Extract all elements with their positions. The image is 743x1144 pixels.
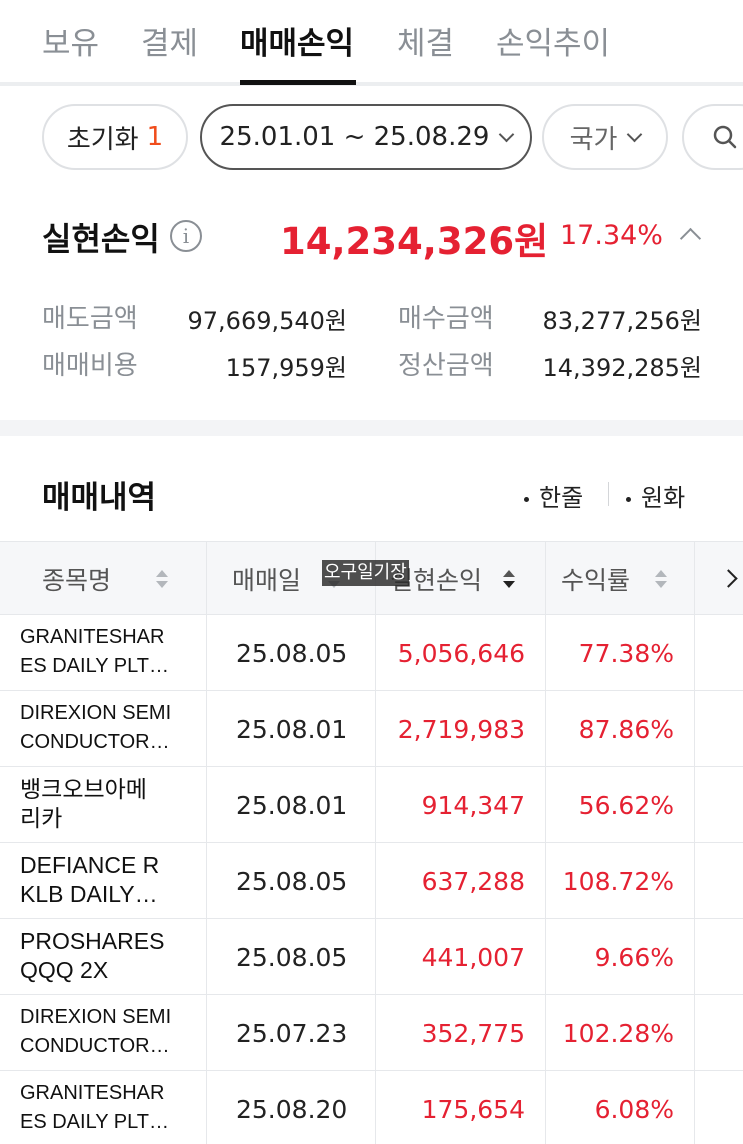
date-range-value: 25.01.01 ~ 25.08.29 [219,122,490,152]
stock-name: DEFIANCE R KLB DAILY… [20,852,160,907]
chevron-up-icon[interactable] [679,227,702,250]
realized-pnl-title: 실현손익 [42,220,160,258]
trade-date: 25.08.05 [236,639,348,668]
column-label: 수익률 [561,566,631,595]
reset-filter-button[interactable]: 초기화 1 [42,104,188,170]
stock-name: 뱅크오브아메 리카 [20,776,147,831]
tab-pnl-trend[interactable]: 손익추이 [496,26,611,62]
realized-pnl: 5,056,646 [397,639,525,668]
return-rate: 87.86% [578,715,674,744]
fee-label: 매매비용 [42,351,138,381]
country-select[interactable]: 국가 [542,104,668,170]
search-button[interactable] [682,104,743,170]
realized-pnl: 175,654 [421,1095,525,1124]
bullet-icon [626,496,631,502]
return-rate: 77.38% [578,639,674,668]
chevron-right-icon[interactable] [719,569,738,588]
trade-date: 25.08.01 [236,791,348,820]
realized-pnl: 914,347 [421,791,525,820]
table-row[interactable]: GRANITESHAR ES DAILY PLT… 25.08.20 175,65… [0,1071,743,1144]
country-label: 국가 [569,124,618,155]
fee-value: 157,959원 [225,354,347,382]
table-row[interactable]: GRANITESHAR ES DAILY PLT… 25.08.05 5,056,… [0,615,743,691]
column-header-realized-pnl[interactable]: 실현손익 [390,542,516,616]
tab-holdings[interactable]: 보유 [42,26,100,62]
toggle-divider [608,482,609,506]
krw-toggle[interactable]: 원화 [626,478,685,513]
realized-pnl: 637,288 [421,867,525,896]
realized-pnl: 441,007 [421,943,525,972]
chevron-down-icon [499,126,515,142]
return-rate: 9.66% [594,943,674,972]
chevron-down-icon [627,126,643,142]
date-range-select[interactable]: 25.01.01 ~ 25.08.29 [200,104,532,170]
search-icon [713,125,737,149]
table-row[interactable]: PROSHARES QQQ 2X 25.08.05 441,007 9.66% [0,919,743,995]
sort-icon [155,568,169,590]
reset-label: 초기화 [66,124,139,155]
one-line-toggle[interactable]: 한줄 [524,478,583,513]
sort-icon [654,568,668,590]
trade-date: 25.08.01 [236,715,348,744]
trade-history-title: 매매내역 [42,480,157,516]
bullet-icon [524,496,529,502]
trade-date: 25.08.20 [236,1095,348,1124]
reset-count-badge: 1 [146,122,164,152]
table-row[interactable]: DIREXION SEMI CONDUCTOR… 25.08.01 2,719,9… [0,691,743,767]
return-rate: 108.72% [562,867,674,896]
table-row[interactable]: DEFIANCE R KLB DAILY… 25.08.05 637,288 10… [0,843,743,919]
stock-name: GRANITESHAR ES DAILY PLT… [20,626,169,677]
buy-amount-value: 83,277,256원 [542,307,703,335]
krw-label: 원화 [641,484,686,512]
tab-settlement[interactable]: 결제 [141,26,199,62]
return-rate: 6.08% [594,1095,674,1124]
trade-date: 25.08.05 [236,867,348,896]
column-label: 매매일 [232,566,302,595]
realized-pnl: 2,719,983 [397,715,525,744]
stock-name: PROSHARES QQQ 2X [20,928,165,983]
sort-desc-icon [502,568,516,590]
table-row[interactable]: 뱅크오브아메 리카 25.08.01 914,347 56.62% [0,767,743,843]
settlement-value: 14,392,285원 [542,354,703,382]
info-icon[interactable]: i [170,220,202,252]
section-divider [0,420,743,436]
stock-name: DIREXION SEMI CONDUCTOR… [20,1006,172,1057]
tab-bar: 보유 결제 매매손익 체결 손익추이 [0,0,743,86]
column-header-name[interactable]: 종목명 [42,542,169,616]
stock-name: GRANITESHAR ES DAILY PLT… [20,1082,169,1133]
realized-pnl-amount: 14,234,326원 [280,220,549,263]
active-tab-indicator [240,80,356,85]
trade-date: 25.08.05 [236,943,348,972]
watermark: 오구일기장 [322,560,409,586]
table-row[interactable]: DIREXION SEMI CONDUCTOR… 25.07.23 352,775… [0,995,743,1071]
column-header-return-rate[interactable]: 수익률 [561,542,668,616]
settlement-label: 정산금액 [398,351,494,381]
column-label: 종목명 [42,566,112,595]
stock-name: DIREXION SEMI CONDUCTOR… [20,702,172,753]
tab-realized-pnl[interactable]: 매매손익 [240,26,355,62]
trade-date: 25.07.23 [236,1019,348,1048]
sell-amount-value: 97,669,540원 [187,307,348,335]
buy-amount-label: 매수금액 [398,304,494,334]
one-line-label: 한줄 [539,484,584,512]
realized-pnl: 352,775 [421,1019,525,1048]
return-rate: 102.28% [562,1019,674,1048]
sell-amount-label: 매도금액 [42,304,138,334]
return-rate: 56.62% [578,791,674,820]
tab-executions[interactable]: 체결 [397,26,455,62]
realized-pnl-rate: 17.34% [560,220,663,251]
